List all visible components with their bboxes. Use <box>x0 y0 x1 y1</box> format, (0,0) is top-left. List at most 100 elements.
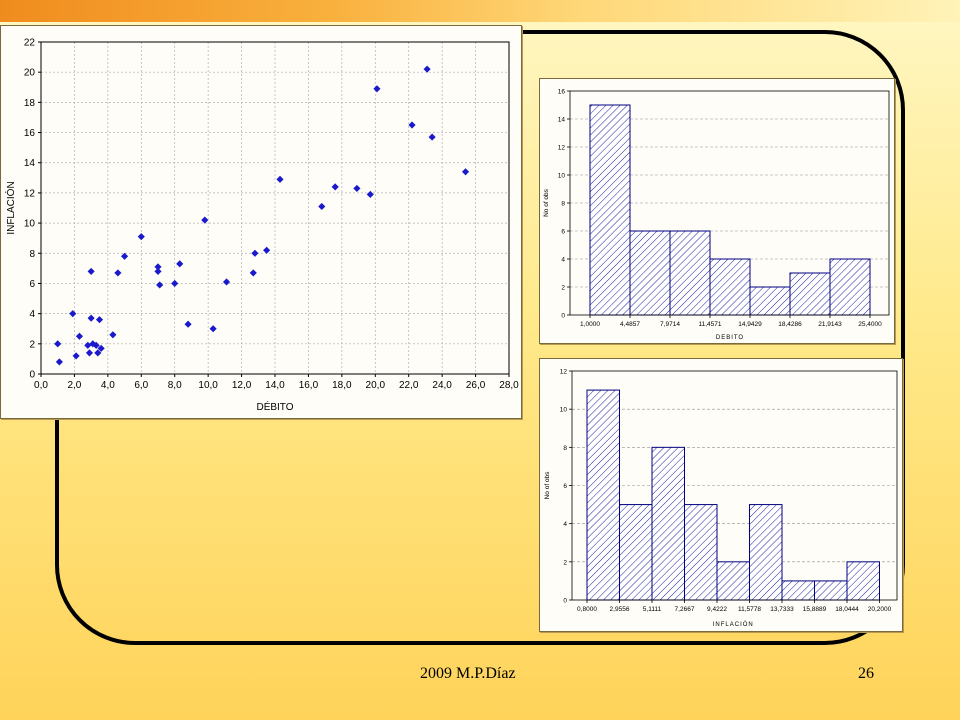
x-tick-label: 4,0 <box>101 380 115 391</box>
scatter-point <box>55 358 63 366</box>
plot-frame <box>569 90 890 316</box>
scatter-point <box>121 252 129 260</box>
x-tick-label: 14,0 <box>265 380 285 391</box>
histogram-bar <box>829 258 871 316</box>
y-tick-label: 0 <box>561 313 565 320</box>
histogram-bar <box>586 389 620 601</box>
histogram-bar <box>749 286 791 316</box>
scatter-point <box>408 121 416 129</box>
x-tick-label: 28,0 <box>499 380 519 391</box>
histogram-bar <box>709 258 751 316</box>
scatter-point <box>201 216 209 224</box>
y-tick-label: 6 <box>29 279 35 290</box>
histogram-bar <box>619 504 653 601</box>
y-tick-label: 2 <box>561 285 565 292</box>
y-tick-label: 6 <box>563 483 567 490</box>
scatter-point <box>251 249 259 257</box>
y-axis-title: No of obs <box>543 188 550 217</box>
scatter-point <box>461 168 470 176</box>
y-tick-label: 14 <box>24 158 36 169</box>
scatter-point <box>222 278 231 286</box>
y-tick-label: 8 <box>29 249 35 260</box>
x-tick-label: 0,8000 <box>577 606 597 613</box>
scatter-point <box>176 260 184 268</box>
x-tick-label: 7,9714 <box>660 321 680 328</box>
page-number: 26 <box>858 665 874 682</box>
y-tick-label: 10 <box>560 407 568 414</box>
y-tick-label: 8 <box>563 445 567 452</box>
y-tick-label: 12 <box>560 369 568 376</box>
x-tick-label: 12,0 <box>232 380 252 391</box>
scatter-point <box>373 85 381 93</box>
histogram-bar <box>651 446 685 601</box>
scatter-point <box>92 341 100 349</box>
x-tick-label: 1,0000 <box>580 321 600 328</box>
y-tick-label: 12 <box>558 145 566 152</box>
histogram-bar <box>846 561 880 601</box>
x-axis-title: DÉBITO <box>256 400 293 413</box>
scatter-point <box>97 344 105 352</box>
y-tick-label: 2 <box>29 339 35 350</box>
histogram-bar <box>781 580 815 601</box>
top-accent-bar <box>0 0 960 22</box>
y-tick-label: 20 <box>24 68 36 79</box>
scatter-point <box>69 310 77 318</box>
scatter-point <box>249 269 257 277</box>
x-tick-label: 24,0 <box>432 380 452 391</box>
scatter-point <box>171 279 179 288</box>
y-tick-label: 10 <box>558 173 566 180</box>
scatter-point <box>114 269 122 277</box>
y-tick-label: 6 <box>561 229 565 236</box>
y-tick-label: 16 <box>558 89 566 96</box>
scatter-point <box>72 352 80 360</box>
scatter-point <box>263 246 271 254</box>
plot-frame <box>40 41 510 375</box>
y-tick-label: 14 <box>558 117 566 124</box>
y-tick-label: 0 <box>29 370 35 381</box>
x-tick-label: 11,5778 <box>738 606 761 613</box>
scatter-point <box>423 65 431 73</box>
plot-frame <box>571 370 898 601</box>
x-axis-title: INFLACIÓN <box>713 621 754 628</box>
x-tick-label: 8,0 <box>168 380 182 391</box>
x-tick-label: 14,9429 <box>738 321 762 328</box>
y-tick-label: 4 <box>563 521 567 528</box>
x-tick-label: 13,7333 <box>770 606 794 613</box>
y-tick-label: 18 <box>24 98 36 109</box>
scatter-point <box>156 281 164 289</box>
y-axis-title: INFLACIÓN <box>4 181 17 234</box>
scatter-point <box>94 349 102 357</box>
scatter-point <box>184 320 192 328</box>
histogram-debito-panel: 0 2 4 6 8 10 12 14 16 1,0000 4,4857 7,9714 11,4571 14… <box>539 78 895 344</box>
y-tick-label: 4 <box>561 257 565 264</box>
y-axis-title: No of obs <box>544 471 551 500</box>
x-tick-label: 10,0 <box>198 380 218 391</box>
x-tick-label: 26,0 <box>466 380 486 391</box>
y-tick-label: 8 <box>561 201 565 208</box>
histogram-bar <box>749 504 783 601</box>
scatter-point <box>276 175 284 183</box>
x-tick-label: 25,4000 <box>858 321 882 328</box>
y-tick-label: 12 <box>24 188 36 199</box>
x-tick-label: 2,0 <box>67 380 81 391</box>
x-axis-title: DEBITO <box>716 335 744 341</box>
footer-author: 2009 M.P.Díaz <box>420 665 516 682</box>
x-tick-label: 5,1111 <box>643 606 662 613</box>
histogram-inflacion-panel: 0 2 4 6 8 10 12 0,8000 2,9556 5,1111 7,2667 9,4222 1… <box>539 358 903 632</box>
x-tick-label: 18,4286 <box>778 321 802 328</box>
histogram-bar <box>789 272 831 316</box>
scatter-point <box>85 349 94 357</box>
scatter-point <box>87 267 95 275</box>
y-tick-label: 2 <box>563 559 567 566</box>
x-tick-label: 15,8889 <box>803 606 827 613</box>
histogram-inflacion: 0 2 4 6 8 10 12 0,8000 2,9556 5,1111 7,2667 9,4222 1… <box>544 369 898 628</box>
x-tick-label: 22,0 <box>399 380 419 391</box>
x-tick-label: 16,0 <box>299 380 319 391</box>
histogram-bar <box>669 230 711 316</box>
x-tick-label: 18,0 <box>332 380 352 391</box>
x-tick-label: 11,4571 <box>698 321 721 328</box>
y-tick-label: 22 <box>24 38 36 49</box>
y-tick-label: 16 <box>24 128 36 139</box>
scatter-point <box>54 340 62 348</box>
y-tick-label: 10 <box>24 219 36 230</box>
